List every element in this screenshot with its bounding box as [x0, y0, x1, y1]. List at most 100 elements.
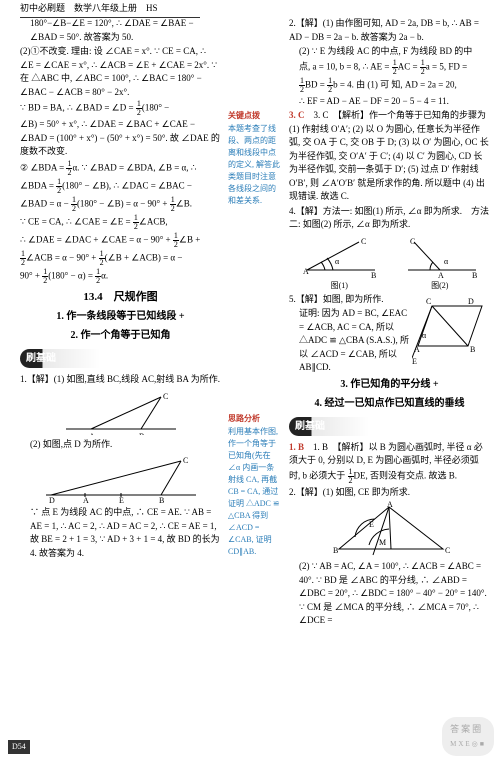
t: 时, b 必须大于	[289, 470, 348, 480]
mid-title-2: 思路分析	[228, 413, 282, 425]
figure-angle-2: A C B α	[400, 234, 480, 278]
banner-basics: 刷基础	[20, 349, 100, 368]
watermark: 答案圈 MXE◎■	[442, 717, 494, 756]
lbl-M: M	[379, 538, 386, 547]
t: 1. B 【解析】以 B 为圆心画弧时, 半径 α 必须大于 0, 分别以 D,…	[289, 442, 483, 466]
left-q1: 1.【解】(1) 如图,直线 BC,线段 AC,射线 BA 为所作.	[20, 373, 221, 387]
t: AC =	[398, 61, 420, 71]
left-p9: ∴ ∠DAE = ∠DAC + ∠CAE = α − 90° + 12∠B +	[20, 232, 221, 249]
t: ∠ACB = α − 90° +	[26, 252, 99, 262]
ans-1b: 1. B	[289, 442, 304, 452]
lbl-A: A	[438, 271, 444, 278]
mid-title-1: 关键点拨	[228, 110, 282, 122]
lbl-A: A	[387, 501, 393, 509]
t: ∠B.	[176, 198, 192, 208]
t: ∠B +	[179, 234, 200, 244]
left-p3: ∵ BD = BA, ∴ ∠BAD = ∠D = 12(180° −	[20, 100, 221, 117]
sub-1: 1. 作一条线段等于已知线段 +	[20, 309, 221, 324]
lbl-B: B	[371, 271, 376, 278]
lbl-alpha: α	[422, 331, 427, 340]
t: ② ∠BDA =	[20, 162, 66, 172]
ans-3c: 3. C	[289, 110, 305, 120]
lbl-B: B	[472, 271, 477, 278]
r-p4: ∴ EF = AD − AE − DF = 20 − 5 − 4 = 11.	[289, 95, 490, 109]
section-13-4: 13.4 尺规作图	[20, 289, 221, 306]
lbl-A: A	[83, 496, 89, 503]
lbl-A: A	[89, 432, 95, 435]
figure-bisector: A B C E M	[325, 501, 455, 557]
figure-triangle-abc: A B C	[61, 389, 181, 435]
wm-sub: MXE◎■	[450, 740, 486, 748]
left-column: 180°−∠B−∠E = 120°, ∴ ∠DAE = ∠BAE − ∠BAD …	[20, 4, 225, 756]
t: ∠BAD = α −	[20, 198, 71, 208]
lbl-A: A	[414, 345, 420, 354]
sub-2: 2. 作一个角等于已知角	[20, 328, 221, 343]
figure-pair: A C B α 图(1) A C B α 图(2)	[289, 232, 490, 292]
t: a = 5, FD =	[426, 61, 467, 71]
mid-m2: 利用基本作图, 作一个角等于已知角(先在 ∠α 内画一条射线 CA, 再截 CB…	[228, 426, 282, 558]
left-p7: ∠BAD = α − 12(180° − ∠B) = α − 90° + 12∠…	[20, 196, 221, 213]
left-p2: (2)①不改变. 理由: 设 ∠CAE = x°. ∵ CE = CA, ∴ ∠…	[20, 45, 221, 99]
lbl-D: D	[49, 496, 55, 503]
figure-triangle-dabec: D A E B C	[41, 453, 201, 503]
r-p7: 5.【解】如图, 即为所作.	[289, 293, 412, 307]
t: (2) ∵ E 为线段 AC 的中点, F 为线段 BD 的中	[299, 46, 472, 56]
t: (180° − ∠B) = α − 90° +	[77, 198, 170, 208]
left-p5: ② ∠BDA = 12α. ∵ ∠BAD = ∠BDA, ∠B = α, ∴	[20, 160, 221, 177]
r-p1: 2.【解】(1) 由作图可知, AD = 2a, DB = b, ∴ AB = …	[289, 17, 490, 44]
left-q1c: ∵ 点 E 为线段 AC 的中点, ∴ CE = AE. ∵ AB = AE =…	[20, 506, 221, 560]
lbl-alpha: α	[335, 257, 340, 266]
left-p4: ∠B) = 50° + x°, ∴ ∠DAE = ∠BAC + ∠CAE − ∠…	[20, 118, 221, 159]
lbl-C: C	[445, 546, 450, 555]
banner-label: 刷基础	[26, 353, 56, 364]
figure-angle-1: A C B α	[299, 234, 379, 278]
r-p6: 4.【解】方法一: 如图(1) 所示, ∠α 即为所求. 方法二: 如图(2) …	[289, 205, 490, 232]
r-p7b: 证明: 因为 AD = BC, ∠EAC = ∠ACB, AC = CA, 所以…	[289, 307, 412, 375]
lbl-E: E	[119, 496, 124, 503]
figure-parallelogram: D C A B E α	[412, 294, 490, 364]
lbl-C: C	[426, 297, 431, 306]
left-p1: 180°−∠B−∠E = 120°, ∴ ∠DAE = ∠BAE − ∠BAD …	[20, 17, 221, 44]
t: ∵ BD = BA, ∴ ∠BAD = ∠D =	[20, 103, 136, 113]
t: (180° −	[142, 103, 169, 113]
lbl-C: C	[163, 392, 168, 401]
lbl-B: B	[159, 496, 164, 503]
r-p7-block: 5.【解】如图, 即为所作. 证明: 因为 AD = BC, ∠EAC = ∠A…	[289, 292, 490, 375]
lbl-E: E	[369, 520, 374, 529]
lbl-E: E	[412, 357, 417, 364]
left-q1b: (2) 如图,点 D 为所作.	[20, 438, 221, 452]
page-header: 初中必刷题 数学八年级上册 HS	[20, 2, 200, 18]
t: ∵ CE = CA, ∴ ∠CAE = ∠E =	[20, 216, 133, 226]
t: 90° +	[20, 270, 42, 280]
sub-3: 3. 作已知角的平分线 +	[289, 377, 490, 392]
r-p5: 3. C 3. C 【解析】作一个角等于已知角的步骤为 (1) 作射线 O′A′…	[289, 109, 490, 204]
t: α. ∵ ∠BAD = ∠BDA, ∠B = α, ∴	[72, 162, 196, 172]
lbl-alpha: α	[444, 257, 449, 266]
left-p11: 90° + 12(180° − α) = 12α.	[20, 268, 221, 285]
t: (∠B + ∠ACB) = α −	[105, 252, 183, 262]
left-p6: ∠BDA = 12(180° − ∠B), ∴ ∠DAC = ∠BAC −	[20, 178, 221, 195]
lbl-C: C	[361, 237, 366, 246]
r-p10: (2) ∵ AB = AC, ∠A = 100°, ∴ ∠ACB = ∠ABC …	[289, 560, 490, 628]
t: b = 4. 由 (1) 可 知, AD = 2a = 20,	[333, 79, 457, 89]
r-p9: 2.【解】(1) 如图, CE 即为所求.	[289, 486, 490, 500]
t: BD =	[305, 79, 327, 89]
lbl-B: B	[333, 546, 338, 555]
lbl-B: B	[470, 345, 475, 354]
banner-basics-2: 刷基础	[289, 417, 369, 436]
r-p8: 1. B 1. B 【解析】以 B 为圆心画弧时, 半径 α 必须大于 0, 分…	[289, 441, 490, 485]
cap-2: 图(2)	[400, 280, 480, 292]
lbl-C: C	[410, 237, 415, 246]
t: (180° − ∠B), ∴ ∠DAC = ∠BAC −	[62, 180, 192, 190]
left-p10: 12∠ACB = α − 90° + 12(∠B + ∠ACB) = α −	[20, 250, 221, 267]
lbl-A: A	[303, 267, 309, 276]
left-p8: ∵ CE = CA, ∴ ∠CAE = ∠E = 12∠ACB,	[20, 214, 221, 231]
page: 180°−∠B−∠E = 120°, ∴ ∠DAE = ∠BAE − ∠BAD …	[0, 0, 500, 760]
r-p3: 12BD = 12b = 4. 由 (1) 可 知, AD = 2a = 20,	[289, 77, 490, 94]
sub-4: 4. 经过一已知点作已知直线的垂线	[289, 396, 490, 411]
t: 点, a = 10, b = 8, ∴ AE =	[299, 61, 392, 71]
t: ∴ ∠DAE = ∠DAC + ∠CAE = α − 90° +	[20, 234, 173, 244]
t: DE, 否则没有交点. 故选 B.	[354, 470, 458, 480]
mid-m1: 本题考查了线段、两点的距离和线段中点的定义, 解答此类题目时注意各线段之间的和差…	[228, 123, 282, 207]
t: 3. C 【解析】作一个角等于已知角的步骤为 (1) 作射线 O′A′; (2)…	[289, 110, 489, 201]
